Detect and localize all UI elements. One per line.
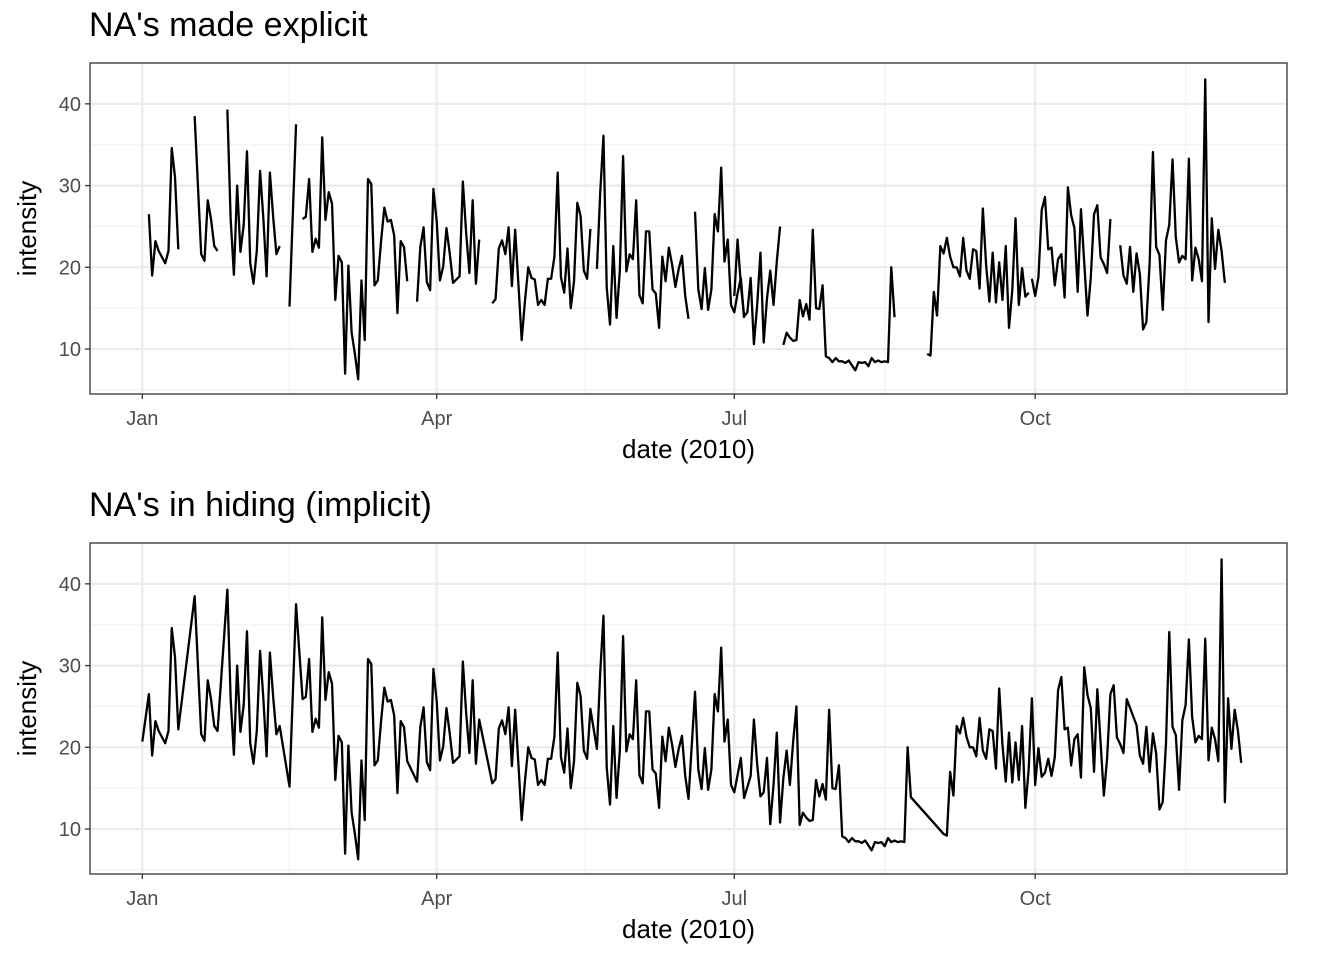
series-line-segment: [782, 228, 896, 372]
series-line-segment: [733, 226, 782, 346]
series-line-segment: [193, 116, 219, 262]
x-tick-label: Oct: [1020, 408, 1052, 430]
x-tick-label: Oct: [1020, 888, 1052, 910]
series-line-segment: [1119, 78, 1227, 331]
panel-border: [89, 542, 1288, 875]
series-line-segment: [226, 109, 281, 285]
series-line-segment: [693, 166, 746, 319]
y-tick-label: 10: [59, 339, 81, 361]
series-line-segment: [415, 180, 481, 302]
panel-border: [89, 62, 1288, 395]
chart-bottom: 10 20 30 40 Jan Apr Jul Oct date (2010) intensity: [12, 542, 1288, 944]
plot-background: [90, 63, 1287, 394]
y-axis-title: intensity: [12, 181, 42, 276]
series-line-segment: [141, 558, 1243, 861]
series-line-segment: [926, 207, 1030, 357]
series-line-segment: [288, 124, 298, 307]
x-tick-label: Apr: [421, 888, 452, 910]
x-tick-label: Jul: [721, 888, 747, 910]
x-tick-label: Jan: [126, 408, 158, 430]
chart-title-top: NA's made explicit: [89, 6, 368, 44]
series-line-segment: [301, 136, 409, 381]
chart-title-bottom: NA's in hiding (implicit): [89, 486, 432, 524]
plot-background: [90, 543, 1287, 874]
chart-top: 10 20 30 40 Jan Apr Jul Oct date (2010) intensity: [12, 62, 1288, 464]
y-axis-title: intensity: [12, 661, 42, 756]
series-line-segment: [1030, 186, 1112, 317]
x-axis-title: date (2010): [622, 434, 755, 464]
x-tick-label: Apr: [421, 408, 452, 430]
y-tick-label: 40: [59, 574, 81, 596]
y-tick-label: 20: [59, 737, 81, 759]
series-line-segment: [147, 146, 180, 277]
x-tick-label: Jan: [126, 888, 158, 910]
series-line-segment: [595, 134, 690, 329]
y-tick-label: 30: [59, 176, 81, 198]
y-tick-label: 30: [59, 656, 81, 678]
y-tick-label: 10: [59, 819, 81, 841]
y-tick-label: 40: [59, 94, 81, 116]
series-line-segment: [491, 171, 592, 342]
y-tick-label: 20: [59, 257, 81, 279]
x-axis-title: date (2010): [622, 914, 755, 944]
x-tick-label: Jul: [721, 408, 747, 430]
